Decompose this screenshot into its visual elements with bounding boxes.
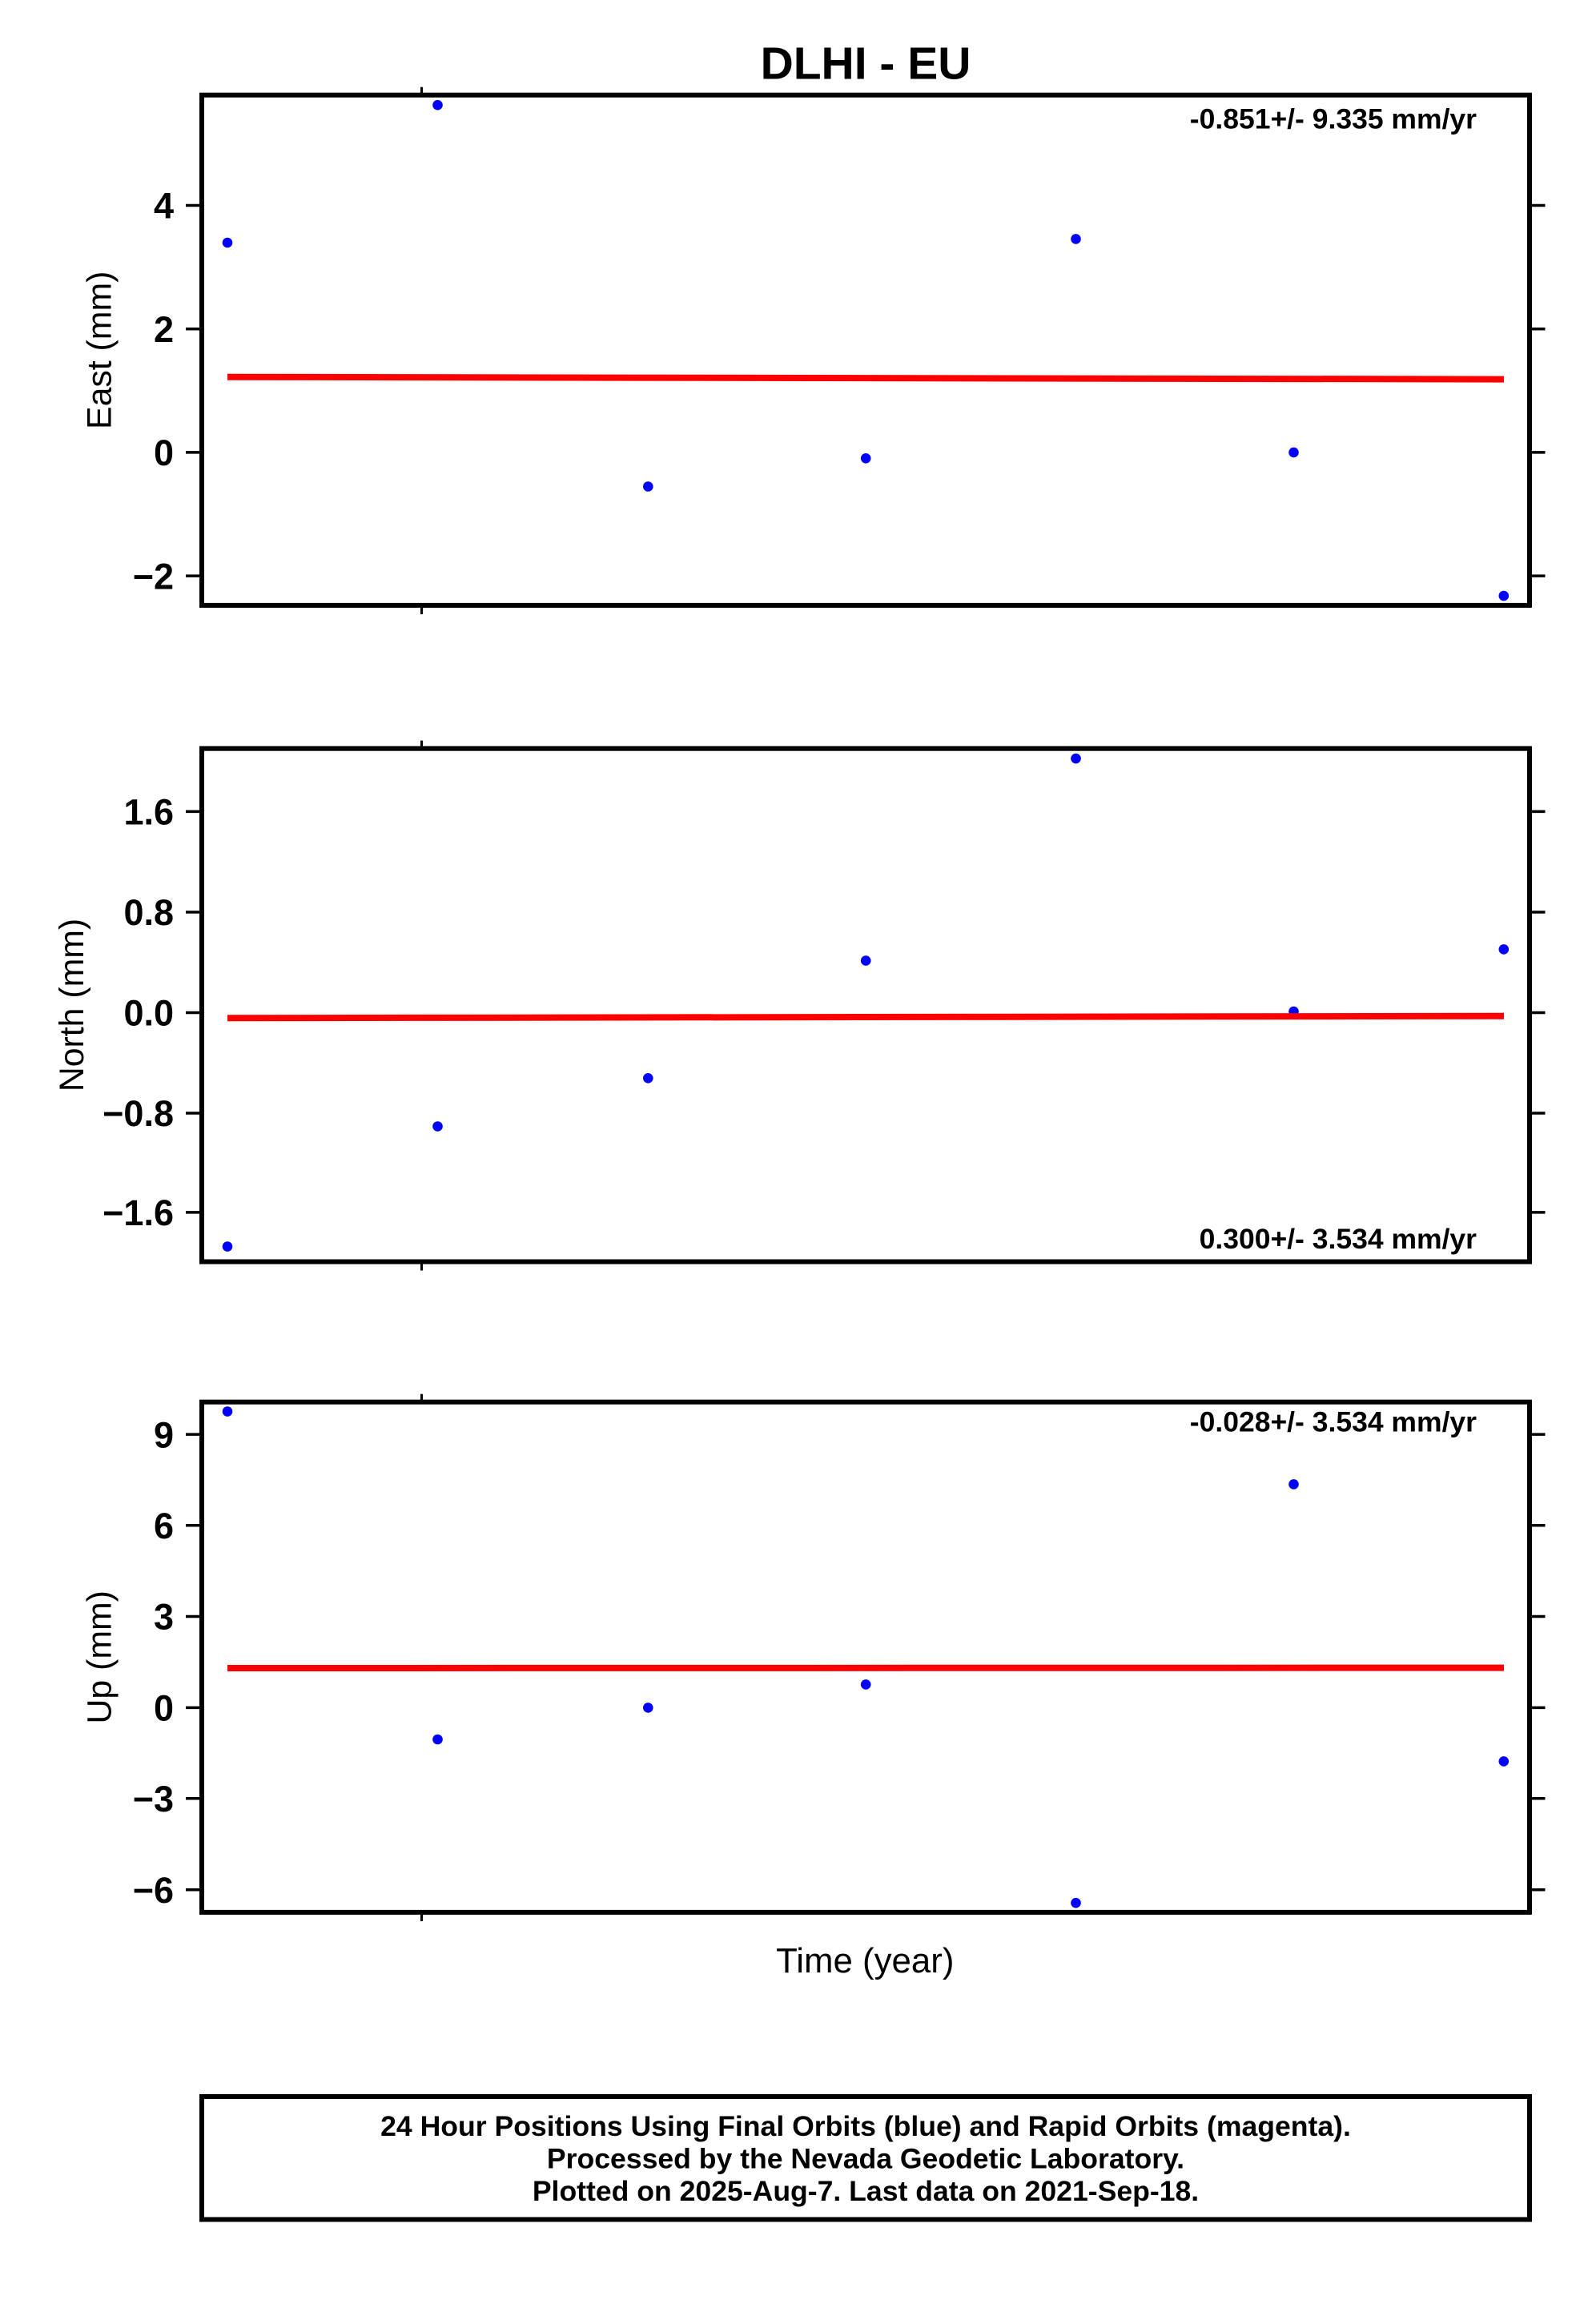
svg-text:DLHI - EU: DLHI - EU: [761, 38, 971, 90]
svg-text:0.0: 0.0: [123, 993, 174, 1034]
svg-text:0.8: 0.8: [123, 892, 174, 933]
svg-text:Up (mm): Up (mm): [81, 1590, 119, 1723]
svg-text:−6: −6: [133, 1870, 174, 1911]
svg-text:Processed by the Nevada Geodet: Processed by the Nevada Geodetic Laborat…: [547, 2143, 1184, 2175]
svg-text:North (mm): North (mm): [53, 919, 91, 1092]
svg-text:Plotted on 2025-Aug-7. Last da: Plotted on 2025-Aug-7. Last data on 2021…: [533, 2175, 1199, 2207]
svg-text:−1.6: −1.6: [103, 1192, 174, 1233]
svg-text:−0.8: −0.8: [103, 1093, 174, 1134]
svg-text:0: 0: [154, 432, 174, 473]
svg-text:-0.851+/- 9.335 mm/yr: -0.851+/- 9.335 mm/yr: [1190, 103, 1477, 135]
svg-text:9: 9: [154, 1414, 174, 1455]
svg-text:24 Hour Positions Using Final: 24 Hour Positions Using Final Orbits (bl…: [380, 2110, 1351, 2142]
svg-text:4: 4: [154, 186, 174, 227]
svg-text:East (mm): East (mm): [81, 271, 119, 429]
svg-text:1.6: 1.6: [123, 792, 174, 833]
svg-text:3: 3: [154, 1597, 174, 1638]
svg-text:0.300+/- 3.534 mm/yr: 0.300+/- 3.534 mm/yr: [1200, 1223, 1477, 1255]
svg-text:Time (year): Time (year): [776, 1941, 954, 1980]
svg-text:−3: −3: [133, 1779, 174, 1819]
svg-text:−2: −2: [133, 556, 174, 597]
svg-text:-0.028+/- 3.534 mm/yr: -0.028+/- 3.534 mm/yr: [1190, 1406, 1477, 1438]
svg-text:6: 6: [154, 1506, 174, 1546]
svg-text:0: 0: [154, 1688, 174, 1729]
svg-text:2: 2: [154, 309, 174, 350]
